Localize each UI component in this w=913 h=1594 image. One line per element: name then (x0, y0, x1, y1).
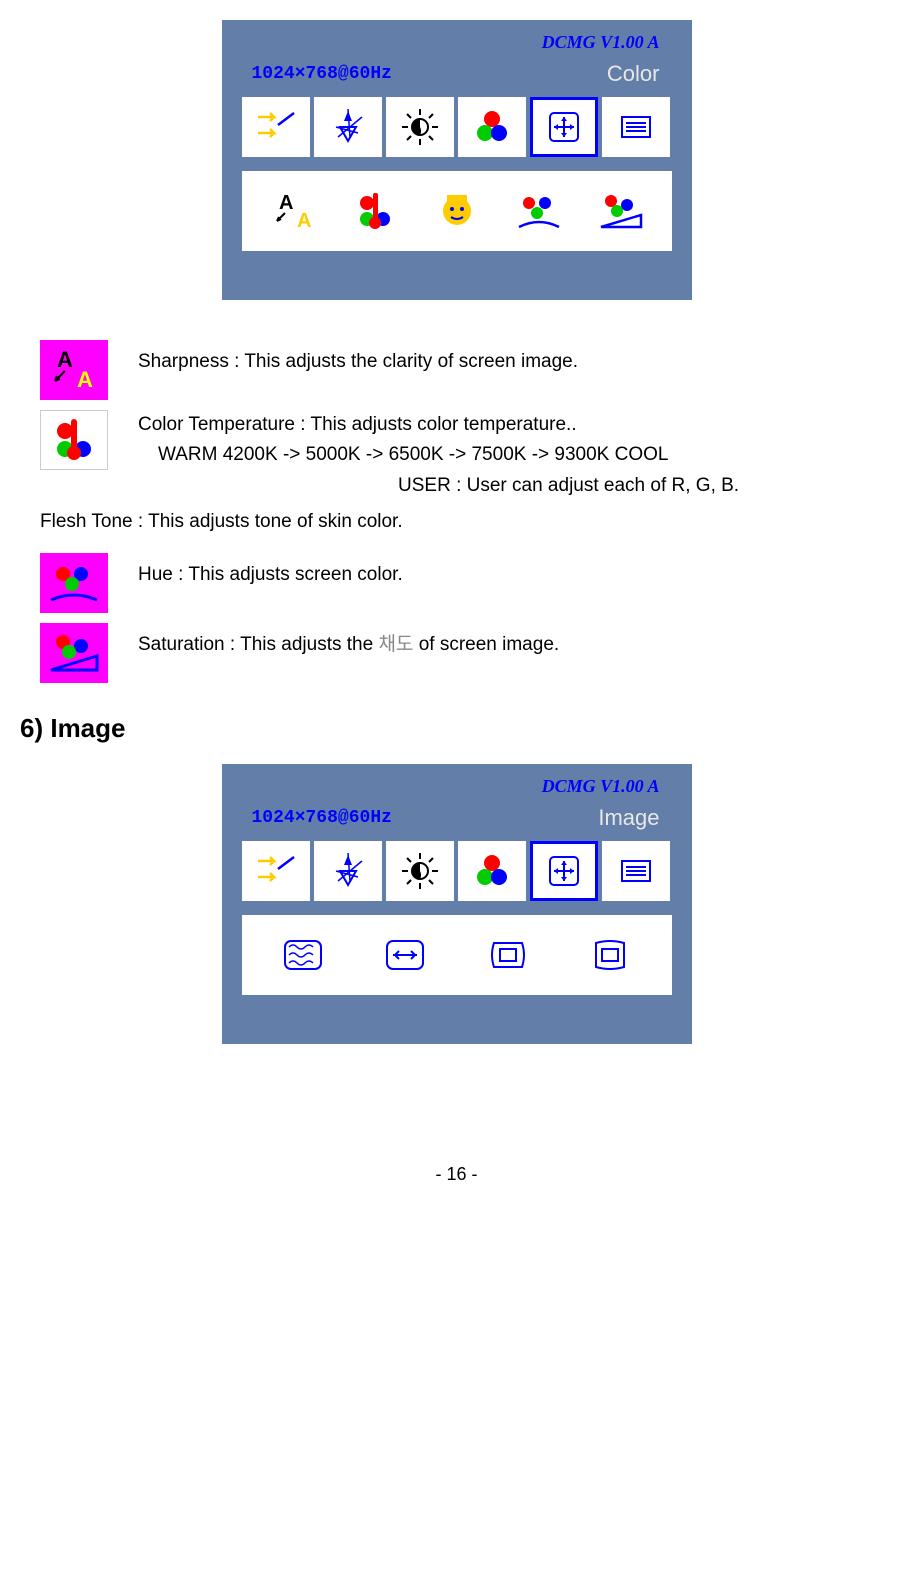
desc-saturation: Saturation : This adjusts the 채도 of scre… (40, 623, 893, 683)
tab-brightness-icon-2[interactable] (386, 841, 454, 901)
color-temp-range: WARM 4200K -> 5000K -> 6500K -> 7500K ->… (138, 440, 739, 470)
desc-sharpness: A A Sharpness : This adjusts the clarity… (40, 340, 893, 400)
tab-input-icon[interactable] (242, 97, 310, 157)
osd-subheader-2: 1024×768@60Hz Image (234, 805, 680, 831)
tab-auto-icon[interactable] (314, 97, 382, 157)
osd-subheader: 1024×768@60Hz Color (234, 61, 680, 87)
color-sub-panel: A A (242, 171, 672, 251)
tab-menu-icon[interactable] (602, 97, 670, 157)
page-number: - 16 - (20, 1164, 893, 1185)
osd-resolution: 1024×768@60Hz (252, 64, 392, 84)
image-sub-panel (242, 915, 672, 995)
svg-text:A: A (297, 210, 311, 231)
tab-color-icon-2[interactable] (458, 841, 526, 901)
tab-row-2 (234, 841, 680, 901)
sharpness-desc-icon: A A (40, 340, 108, 400)
hue-text: Hue : This adjusts screen color. (138, 553, 403, 590)
desc-color-temp: Color Temperature : This adjusts color t… (40, 410, 893, 501)
desc-hue: Hue : This adjusts screen color. (40, 553, 893, 613)
sharpness-icon[interactable]: A A (265, 186, 321, 236)
flesh-tone-icon[interactable] (429, 186, 485, 236)
tab-position-icon-2[interactable] (530, 841, 598, 901)
saturation-icon[interactable] (593, 186, 649, 236)
osd-version-2: DCMG V1.00 A (542, 776, 660, 797)
tab-brightness-icon[interactable] (386, 97, 454, 157)
saturation-pre: Saturation : This adjusts the (138, 634, 378, 655)
svg-text:A: A (77, 367, 93, 392)
osd-tab-label-image: Image (598, 805, 659, 831)
tab-color-icon[interactable] (458, 97, 526, 157)
flesh-tone-text: Flesh Tone : This adjusts tone of skin c… (40, 511, 893, 533)
color-temp-text-block: Color Temperature : This adjusts color t… (138, 410, 739, 501)
svg-text:A: A (57, 347, 73, 372)
tab-auto-icon-2[interactable] (314, 841, 382, 901)
osd-resolution-2: 1024×768@60Hz (252, 808, 392, 828)
sharpness-text: Sharpness : This adjusts the clarity of … (138, 340, 578, 377)
hue-icon[interactable] (511, 186, 567, 236)
osd-panel-image: DCMG V1.00 A 1024×768@60Hz Image (222, 764, 692, 1044)
hposition-icon[interactable] (480, 930, 536, 980)
clock-icon[interactable] (377, 930, 433, 980)
osd-tab-label-color: Color (607, 61, 660, 87)
color-temp-user: USER : User can adjust each of R, G, B. (138, 471, 739, 501)
saturation-kr: 채도 (378, 634, 413, 655)
section-heading-image: 6) Image (20, 713, 893, 744)
saturation-post: of screen image. (413, 634, 559, 655)
color-temp-icon[interactable] (347, 186, 403, 236)
saturation-text: Saturation : This adjusts the 채도 of scre… (138, 623, 559, 660)
tab-position-icon[interactable] (530, 97, 598, 157)
osd-panel-color: DCMG V1.00 A 1024×768@60Hz Color (222, 20, 692, 300)
tab-input-icon-2[interactable] (242, 841, 310, 901)
color-temp-desc-icon (40, 410, 108, 470)
osd-header-2: DCMG V1.00 A (234, 776, 680, 797)
tab-menu-icon-2[interactable] (602, 841, 670, 901)
color-temp-title: Color Temperature : This adjusts color t… (138, 410, 739, 440)
tab-row (234, 97, 680, 157)
vposition-icon[interactable] (582, 930, 638, 980)
hue-desc-icon (40, 553, 108, 613)
osd-header: DCMG V1.00 A (234, 32, 680, 53)
svg-text:A: A (279, 192, 293, 214)
saturation-desc-icon (40, 623, 108, 683)
phase-icon[interactable] (275, 930, 331, 980)
osd-version: DCMG V1.00 A (542, 32, 660, 53)
